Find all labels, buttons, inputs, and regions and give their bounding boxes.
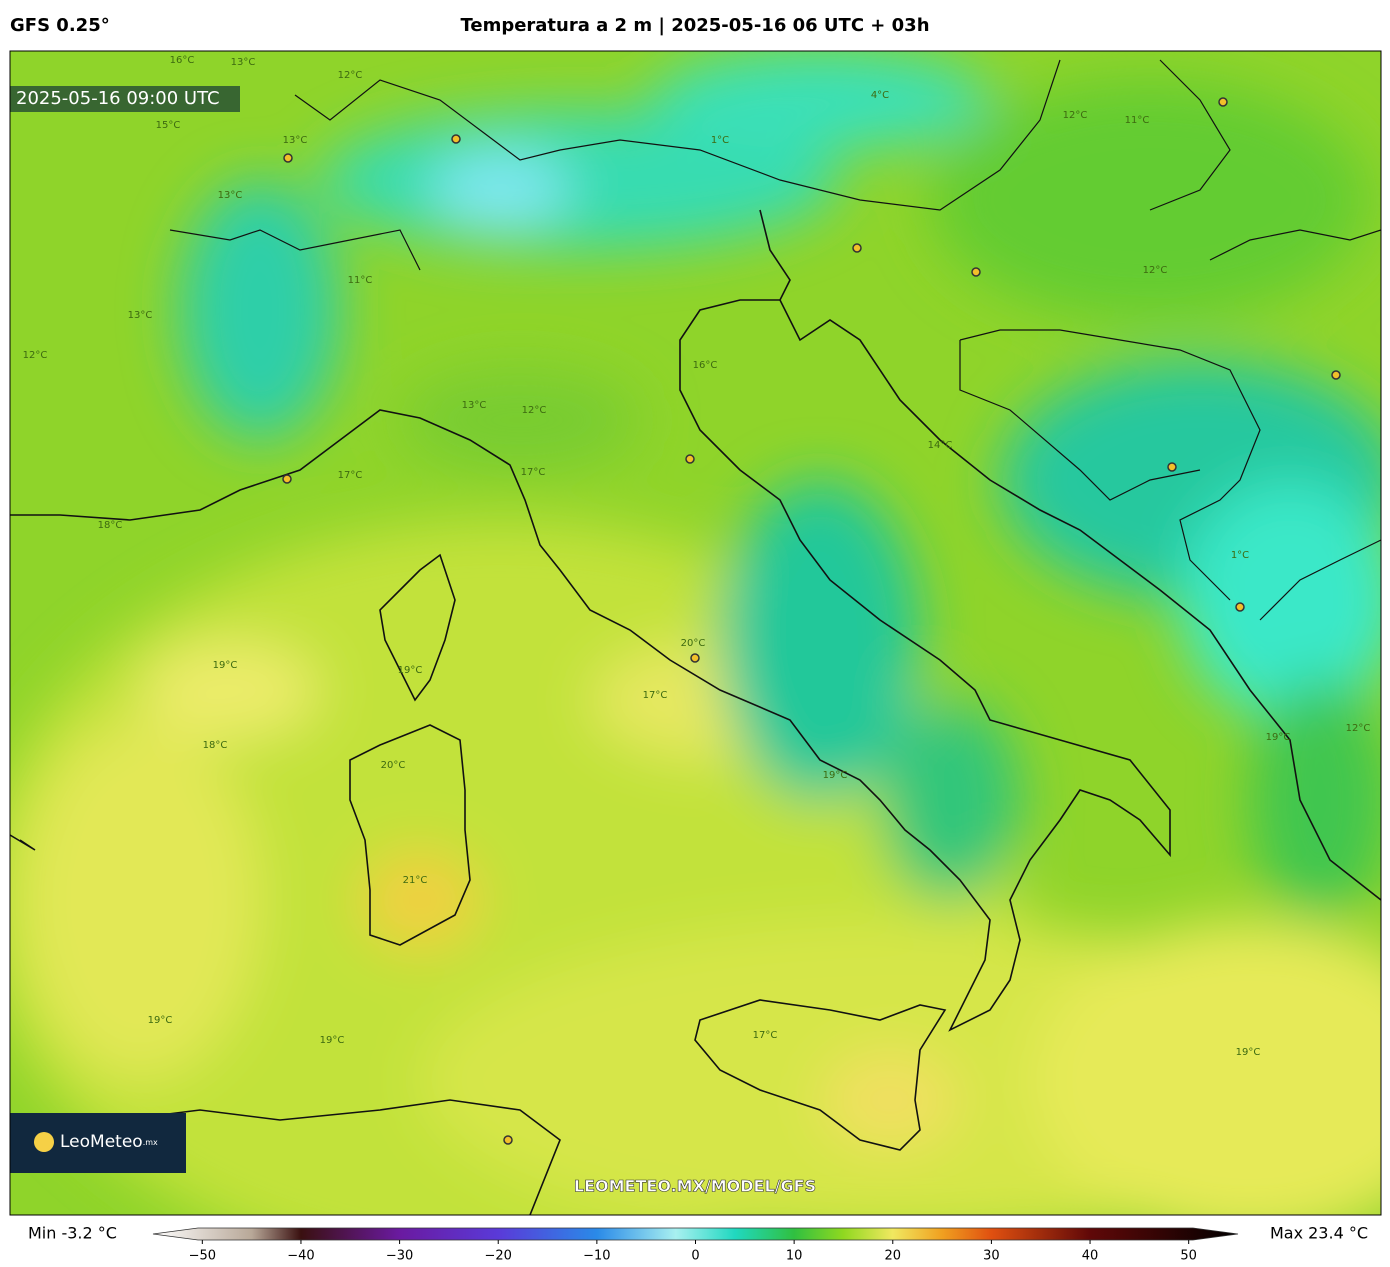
coastline bbox=[10, 209, 1171, 1032]
contour-label: 13°C bbox=[462, 400, 487, 411]
contour-label: 17°C bbox=[643, 690, 668, 701]
cities bbox=[282, 97, 1341, 1145]
max-label: Max 23.4 °C bbox=[1270, 1224, 1368, 1243]
contour-label: 4°C bbox=[871, 90, 889, 101]
colorbar-bar bbox=[152, 1227, 1239, 1241]
contour-label: 1°C bbox=[1231, 550, 1249, 561]
logo-suffix: .mx bbox=[143, 1138, 158, 1147]
border bbox=[294, 59, 1061, 211]
border bbox=[1259, 539, 1381, 621]
valid-time: 2025-05-16 09:00 UTC bbox=[16, 88, 220, 109]
time-box bbox=[10, 86, 240, 112]
colorbar-tick-label: 50 bbox=[1180, 1249, 1197, 1264]
contour-label: 18°C bbox=[98, 520, 123, 531]
contour-label: 21°C bbox=[403, 875, 428, 886]
logo: LeoMeteo.mx bbox=[60, 1132, 158, 1152]
contour-label: 17°C bbox=[338, 470, 363, 481]
contour-label: 12°C bbox=[338, 70, 363, 81]
logo-text: LeoMeteo bbox=[60, 1132, 143, 1152]
contour-label: 12°C bbox=[1143, 265, 1168, 276]
map-frame bbox=[9, 50, 1382, 1216]
contour-label: 13°C bbox=[128, 310, 153, 321]
watermark: LEOMETEO.MX/MODEL/GFS bbox=[574, 1177, 816, 1196]
colorbar-tick-label: −30 bbox=[386, 1249, 413, 1264]
contour-label: 12°C bbox=[522, 405, 547, 416]
colorbar-tick-label: 0 bbox=[691, 1249, 699, 1264]
contour-label: 16°C bbox=[693, 360, 718, 371]
contour-label: 12°C bbox=[23, 350, 48, 361]
contour-label: 17°C bbox=[753, 1030, 778, 1041]
contour-label: 18°C bbox=[203, 740, 228, 751]
contour-label: 13°C bbox=[283, 135, 308, 146]
contour-label: 12°C bbox=[1063, 110, 1088, 121]
contour-label: 16°C bbox=[170, 55, 195, 66]
border bbox=[959, 329, 1261, 601]
colorbar: −50 −40 −30 −20 −10 0 10 20 30 40 50 bbox=[152, 1227, 1239, 1264]
colorbar-tick-label: 30 bbox=[983, 1249, 1000, 1264]
model-name: GFS 0.25° bbox=[10, 15, 110, 36]
sicily bbox=[694, 999, 947, 1151]
coastline bbox=[10, 834, 36, 851]
colorbar-tick-label: −10 bbox=[583, 1249, 610, 1264]
temperature-field bbox=[10, 51, 1381, 1215]
border bbox=[1209, 229, 1381, 261]
coastlines bbox=[10, 209, 1381, 1215]
contour-label: 19°C bbox=[213, 660, 238, 671]
contour-label: 11°C bbox=[348, 275, 373, 286]
contour-label: 19°C bbox=[1236, 1047, 1261, 1058]
map: 16°C 13°C 12°C 15°C 13°C 13°C 11°C 13°C 12°C 13°C… bbox=[10, 51, 1381, 1215]
colorbar-tick-label: 10 bbox=[786, 1249, 803, 1264]
colorbar-tick-label: 20 bbox=[884, 1249, 901, 1264]
border bbox=[1149, 59, 1231, 211]
colorbar-tick-label: −50 bbox=[189, 1249, 216, 1264]
contour-label: 17°C bbox=[521, 467, 546, 478]
contour-label: 19°C bbox=[823, 770, 848, 781]
logo-sun bbox=[34, 1132, 54, 1152]
contour-label: 19°C bbox=[398, 665, 423, 676]
borders bbox=[169, 59, 1381, 621]
contour-labels: 16°C 13°C 12°C 15°C 13°C 13°C 11°C 13°C 12°C 13°C… bbox=[23, 55, 1371, 1058]
chart-title: Temperatura a 2 m | 2025-05-16 06 UTC + … bbox=[460, 15, 929, 36]
contour-label: 20°C bbox=[381, 760, 406, 771]
contour-label: 20°C bbox=[681, 638, 706, 649]
colorbar-tick-label: −40 bbox=[287, 1249, 314, 1264]
border bbox=[169, 229, 421, 271]
contour-label: 19°C bbox=[148, 1015, 173, 1026]
sardinia bbox=[349, 724, 471, 946]
contour-label: 19°C bbox=[1266, 732, 1291, 743]
min-label: Min -3.2 °C bbox=[28, 1224, 117, 1243]
corsica bbox=[379, 553, 456, 702]
contour-label: 14°C bbox=[928, 440, 953, 451]
colorbar-tick-label: 40 bbox=[1082, 1249, 1099, 1264]
contour-label: 1°C bbox=[711, 135, 729, 146]
contour-label: 12°C bbox=[1346, 723, 1371, 734]
contour-label: 13°C bbox=[231, 57, 256, 68]
contour-label: 11°C bbox=[1125, 115, 1150, 126]
coastline bbox=[779, 299, 1381, 901]
contour-label: 19°C bbox=[320, 1035, 345, 1046]
border bbox=[959, 340, 1201, 501]
contour-label: 13°C bbox=[218, 190, 243, 201]
contour-label: 15°C bbox=[156, 120, 181, 131]
colorbar-tick-label: −20 bbox=[485, 1249, 512, 1264]
